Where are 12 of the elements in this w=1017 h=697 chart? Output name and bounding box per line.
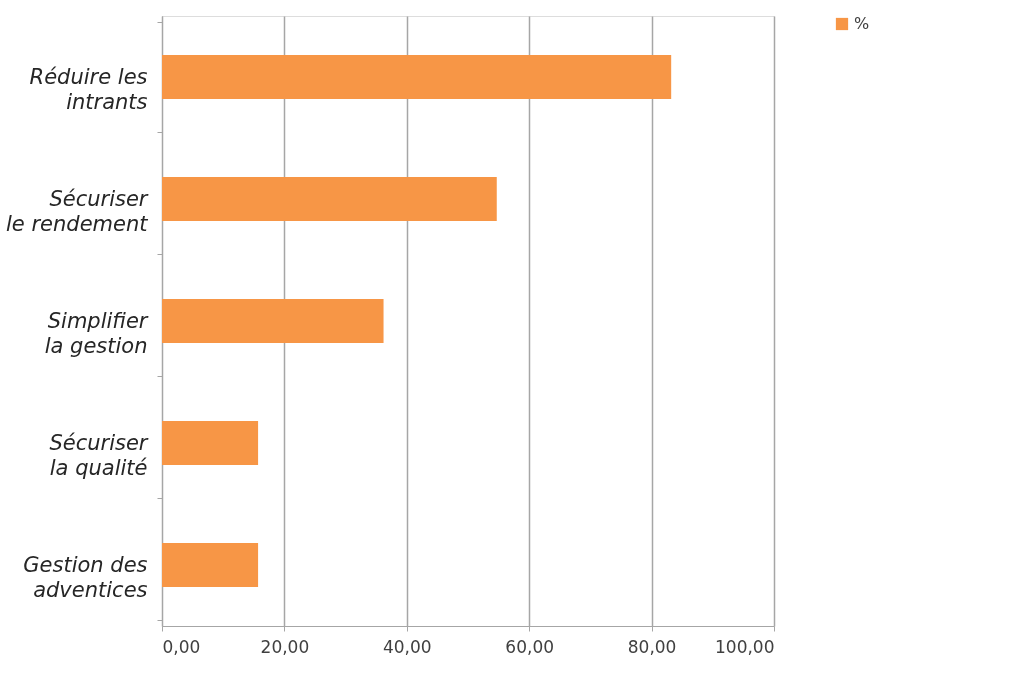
y-tick-label: Simplifier la gestion	[44, 308, 149, 358]
legend-label: %	[854, 14, 870, 33]
y-tick-label: Sécuriser le rendement	[6, 186, 149, 236]
x-tick-label: 20,00	[260, 636, 310, 657]
y-tick-label: Réduire les intrants	[29, 64, 148, 114]
x-tick-label: 40,00	[382, 636, 432, 657]
x-tick-label: 80,00	[627, 636, 677, 657]
y-tick-label: Gestion des adventices	[23, 552, 148, 602]
x-tick-label: 100,00	[715, 636, 775, 657]
y-tick-label: Sécuriser la qualité	[49, 430, 149, 480]
x-tick-label: 60,00	[505, 636, 555, 657]
x-tick-label: 0,00	[162, 636, 201, 657]
